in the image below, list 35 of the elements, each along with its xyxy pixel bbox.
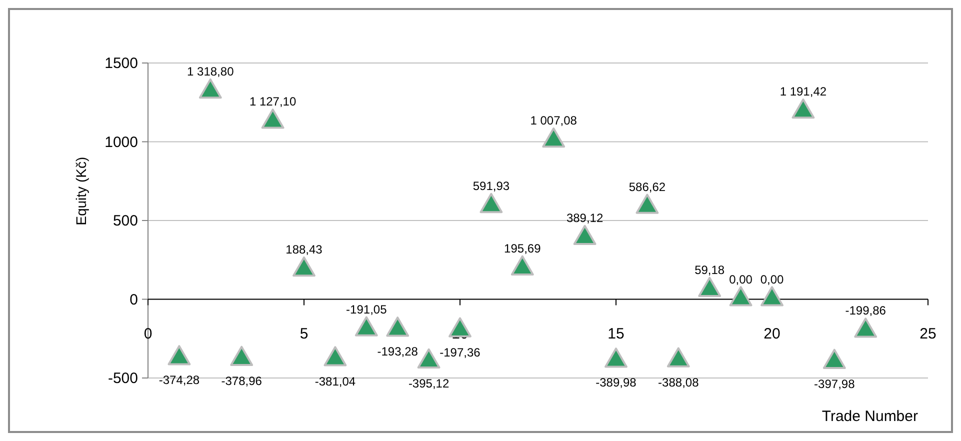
y-tick-label: 1000 <box>104 134 138 151</box>
x-tick-label: 15 <box>608 325 624 342</box>
x-tick-label: 20 <box>764 325 780 342</box>
data-label: 1 007,08 <box>530 114 578 128</box>
data-label: -193,28 <box>377 344 418 359</box>
data-label: 59,18 <box>694 262 725 277</box>
y-tick-label: 1500 <box>104 55 138 72</box>
data-label: -388,08 <box>658 375 700 390</box>
data-label: 0,00 <box>729 272 753 286</box>
y-tick-label: -500 <box>108 370 138 387</box>
y-tick-label: 500 <box>112 212 138 230</box>
x-tick-label: 0 <box>144 325 152 342</box>
x-axis-title: Trade Number <box>822 408 918 425</box>
data-label: 1 318,80 <box>187 64 234 79</box>
data-label: 188,43 <box>286 242 323 257</box>
data-label: 1 191,42 <box>780 84 827 99</box>
data-label: 389,12 <box>566 210 604 225</box>
y-tick-label: 0 <box>130 291 138 308</box>
data-label: -395,12 <box>408 376 450 390</box>
data-label: -381,04 <box>314 374 356 388</box>
data-label: 195,69 <box>504 241 542 256</box>
data-label: 586,62 <box>628 180 666 194</box>
data-label: 1 127,10 <box>249 94 296 109</box>
data-label: 591,93 <box>472 179 510 194</box>
data-label: -374,28 <box>158 373 200 388</box>
y-axis-title: Equity (Kč) <box>73 156 89 226</box>
data-label: -197,36 <box>440 345 481 360</box>
data-label: -397,98 <box>814 376 856 391</box>
data-label: -199,86 <box>845 304 886 318</box>
data-label: -378,96 <box>221 374 262 388</box>
data-label: -389,98 <box>596 376 637 390</box>
x-tick-label: 25 <box>920 325 936 342</box>
data-label: -191,05 <box>346 302 388 316</box>
data-label: 0,00 <box>760 272 784 286</box>
x-tick-label: 5 <box>300 325 308 342</box>
